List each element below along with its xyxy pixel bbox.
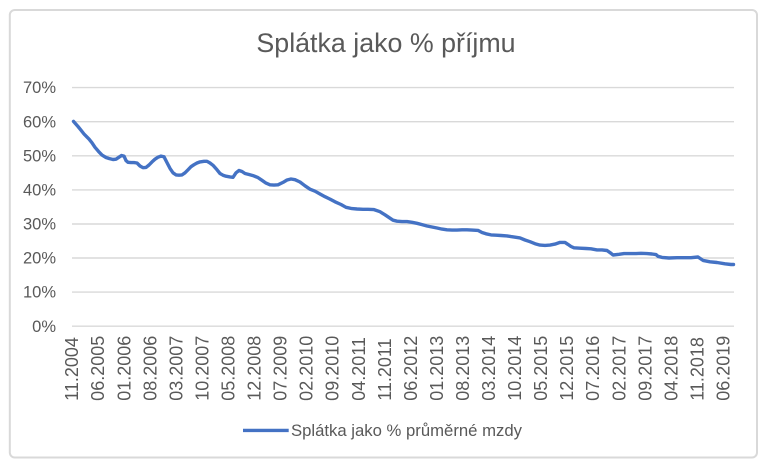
svg-text:12.2015: 12.2015: [557, 336, 577, 401]
svg-text:10.2014: 10.2014: [505, 336, 525, 401]
svg-text:11.2011: 11.2011: [375, 338, 395, 400]
svg-text:0%: 0%: [32, 318, 56, 336]
svg-text:10%: 10%: [23, 284, 56, 302]
svg-text:09.2010: 09.2010: [323, 336, 343, 401]
svg-text:12.2008: 12.2008: [245, 336, 265, 401]
svg-text:07.2009: 07.2009: [271, 336, 291, 401]
svg-text:09.2017: 09.2017: [635, 336, 655, 401]
svg-text:01.2013: 01.2013: [427, 336, 447, 401]
svg-text:02.2010: 02.2010: [297, 336, 317, 401]
svg-text:05.2015: 05.2015: [531, 336, 551, 401]
svg-text:40%: 40%: [23, 182, 56, 200]
svg-text:30%: 30%: [23, 216, 56, 234]
svg-text:06.2012: 06.2012: [401, 336, 421, 401]
svg-text:01.2006: 01.2006: [114, 336, 134, 401]
svg-text:08.2013: 08.2013: [453, 336, 473, 401]
svg-text:05.2008: 05.2008: [219, 336, 239, 401]
svg-text:03.2007: 03.2007: [166, 336, 186, 401]
svg-text:04.2011: 04.2011: [349, 337, 369, 401]
svg-text:50%: 50%: [23, 147, 56, 165]
svg-text:60%: 60%: [23, 113, 56, 131]
svg-text:03.2014: 03.2014: [479, 336, 499, 401]
svg-text:10.2007: 10.2007: [192, 336, 212, 401]
svg-text:Splátka jako % průměrné mzdy: Splátka jako % průměrné mzdy: [291, 421, 523, 440]
svg-text:06.2019: 06.2019: [714, 336, 734, 401]
svg-text:70%: 70%: [23, 79, 56, 97]
svg-text:07.2016: 07.2016: [583, 336, 603, 401]
svg-text:02.2017: 02.2017: [609, 336, 629, 401]
svg-text:08.2006: 08.2006: [140, 336, 160, 401]
svg-text:20%: 20%: [23, 250, 56, 268]
svg-text:06.2005: 06.2005: [88, 336, 108, 401]
svg-text:Splátka jako % příjmu: Splátka jako % příjmu: [256, 28, 515, 58]
svg-text:11.2018: 11.2018: [687, 337, 707, 401]
svg-text:04.2018: 04.2018: [661, 336, 681, 401]
svg-text:11.2004: 11.2004: [62, 337, 82, 401]
